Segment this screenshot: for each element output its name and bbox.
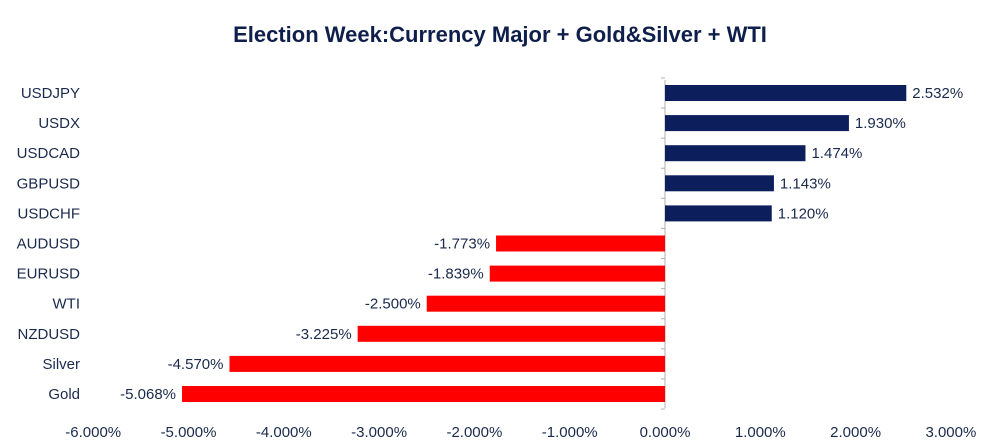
- bar-usdx: [665, 115, 849, 132]
- data-label: -1.839%: [428, 266, 484, 283]
- category-label: WTI: [53, 296, 81, 313]
- category-label: Silver: [42, 356, 80, 373]
- bar-gbpusd: [665, 175, 774, 192]
- category-label: USDCHF: [18, 205, 81, 222]
- bar-usdchf: [665, 205, 772, 222]
- data-label: 1.474%: [811, 145, 862, 162]
- x-tick-label: 0.000%: [640, 424, 691, 441]
- data-label: 1.143%: [780, 175, 831, 192]
- bar-usdjpy: [665, 85, 907, 101]
- category-label: USDX: [38, 115, 80, 132]
- chart-title: Election Week:Currency Major + Gold&Silv…: [233, 22, 767, 47]
- category-label: EURUSD: [17, 266, 81, 283]
- x-tick-label: -2.000%: [446, 424, 502, 441]
- data-label: -5.068%: [120, 386, 176, 403]
- category-label: USDJPY: [21, 85, 80, 102]
- x-tick-label: 1.000%: [735, 424, 786, 441]
- data-label: 2.532%: [912, 85, 963, 102]
- x-tick-label: 2.000%: [830, 424, 881, 441]
- data-label: -2.500%: [365, 296, 421, 313]
- data-label: -1.773%: [434, 236, 490, 253]
- x-tick-label: -4.000%: [256, 424, 312, 441]
- data-label: -4.570%: [168, 356, 224, 373]
- data-label: 1.120%: [778, 205, 829, 222]
- bar-gold: [182, 386, 666, 402]
- category-label: AUDUSD: [17, 236, 81, 253]
- bar-wti: [426, 295, 665, 312]
- bar-audusd: [496, 235, 665, 252]
- bar-nzdusd: [357, 325, 665, 342]
- x-tick-label: -3.000%: [351, 424, 407, 441]
- category-label: Gold: [48, 386, 80, 403]
- data-label: -3.225%: [296, 326, 352, 343]
- x-tick-label: -1.000%: [542, 424, 598, 441]
- bar-eurusd: [489, 265, 665, 282]
- category-label: USDCAD: [17, 145, 81, 162]
- category-label: GBPUSD: [17, 175, 81, 192]
- x-tick-label: -5.000%: [161, 424, 217, 441]
- x-tick-label: 3.000%: [925, 424, 976, 441]
- x-tick-label: -6.000%: [65, 424, 121, 441]
- bar-usdcad: [665, 145, 806, 162]
- category-label: NZDUSD: [18, 326, 81, 343]
- data-label: 1.930%: [855, 115, 906, 132]
- bar-silver: [229, 355, 665, 372]
